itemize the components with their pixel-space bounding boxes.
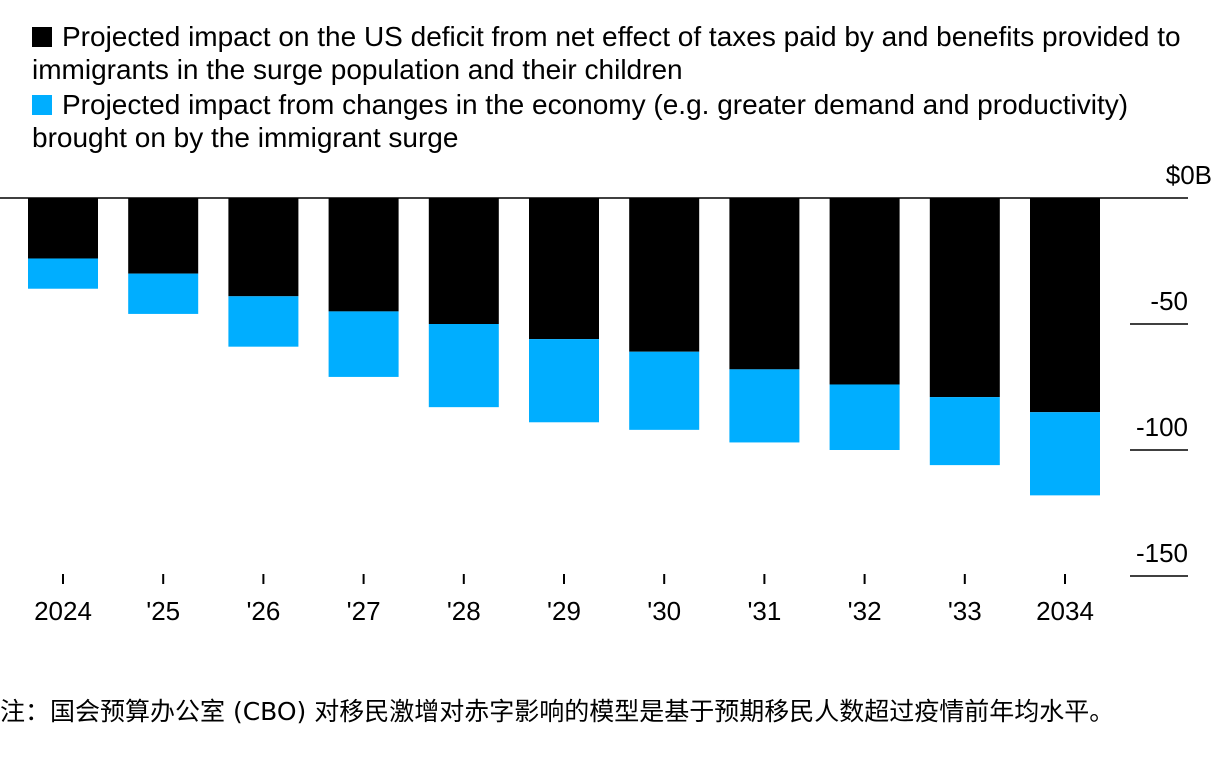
legend-label-economy: Projected impact from changes in the eco… xyxy=(32,89,1129,153)
x-tick-label: 2024 xyxy=(34,596,92,626)
bar-economy xyxy=(128,273,199,314)
bar-economy xyxy=(428,324,499,408)
y-tick-label: -150 xyxy=(1136,538,1188,568)
x-tick-label: '30 xyxy=(647,596,681,626)
y-tick-label: $0B xyxy=(1166,160,1212,190)
legend-label-fiscal: Projected impact on the US deficit from … xyxy=(32,21,1181,85)
x-tick-label: '29 xyxy=(547,596,581,626)
bar-economy xyxy=(629,351,700,430)
bar-fiscal xyxy=(829,198,900,385)
x-tick-label: '27 xyxy=(347,596,381,626)
bar-economy xyxy=(228,296,299,347)
bar-economy xyxy=(328,311,399,377)
bar-fiscal xyxy=(629,198,700,352)
bar-economy xyxy=(28,258,98,289)
bar-fiscal xyxy=(729,198,800,370)
x-tick-label: '28 xyxy=(447,596,481,626)
bar-fiscal xyxy=(228,198,299,297)
x-tick-label: '32 xyxy=(848,596,882,626)
legend-swatch-fiscal xyxy=(32,27,52,47)
stacked-bar-chart: $0B -50 -100 -150 2024 '25 '26 '27 '28 '29 '30 '31 '… xyxy=(0,160,1212,626)
x-tick-label: '31 xyxy=(747,596,781,626)
x-tick-label: '26 xyxy=(246,596,280,626)
bar-fiscal xyxy=(128,198,199,274)
bar-economy xyxy=(729,369,800,443)
legend-swatch-economy xyxy=(32,95,52,115)
bar-fiscal xyxy=(529,198,599,340)
bar-fiscal xyxy=(1030,198,1100,413)
legend-item-economy: Projected impact from changes in the eco… xyxy=(32,88,1202,154)
legend: Projected impact on the US deficit from … xyxy=(32,20,1202,156)
x-tick-label: '33 xyxy=(948,596,982,626)
legend-item-fiscal: Projected impact on the US deficit from … xyxy=(32,20,1202,86)
bar-economy xyxy=(529,339,599,423)
bar-fiscal xyxy=(328,198,399,312)
bar-economy xyxy=(929,397,1000,466)
x-tick-label: '25 xyxy=(146,596,180,626)
footnote: 注：国会预算办公室 (CBO) 对移民激增对赤字影响的模型是基于预期移民人数超过… xyxy=(0,697,1115,726)
bar-fiscal xyxy=(929,198,1000,398)
bar-economy xyxy=(829,384,900,450)
x-tick-label: 2034 xyxy=(1036,596,1094,626)
y-tick-label: -50 xyxy=(1150,286,1188,316)
bar-fiscal xyxy=(28,198,98,259)
bar-fiscal xyxy=(428,198,499,324)
y-tick-label: -100 xyxy=(1136,412,1188,442)
bar-economy xyxy=(1030,412,1100,496)
